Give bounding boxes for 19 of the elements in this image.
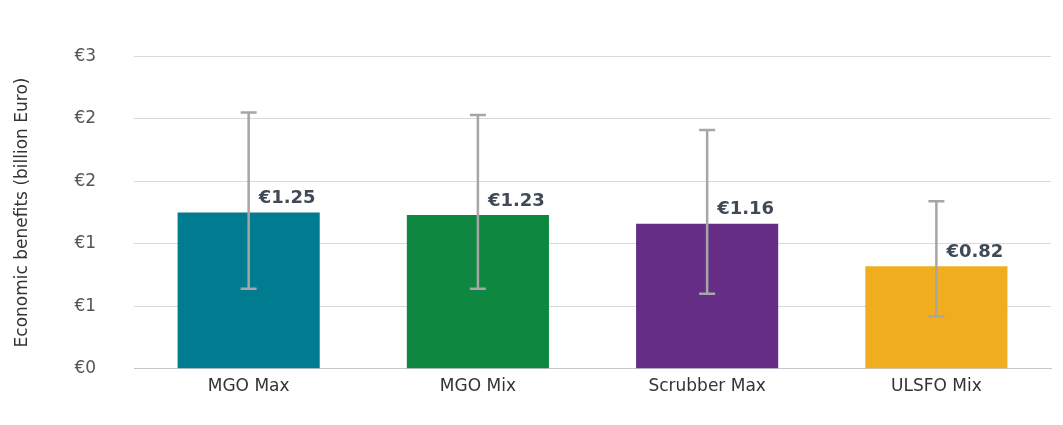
bar bbox=[865, 266, 1008, 369]
y-tick-label: €1 bbox=[74, 294, 97, 315]
y-tick-label: €1 bbox=[74, 232, 97, 253]
y-tick-label: €2 bbox=[74, 107, 97, 128]
data-label: €1.23 bbox=[486, 188, 545, 210]
x-tick-label: MGO Mix bbox=[439, 375, 516, 396]
x-tick-label: ULSFO Mix bbox=[891, 375, 982, 396]
x-tick-label: Scrubber Max bbox=[648, 375, 766, 396]
y-tick-label: €0 bbox=[74, 357, 97, 378]
bar bbox=[406, 215, 549, 369]
data-label: €1.16 bbox=[716, 197, 775, 219]
bar bbox=[177, 212, 320, 369]
data-label: €0.82 bbox=[945, 239, 1004, 261]
y-tick-label: €3 bbox=[74, 44, 97, 65]
y-axis-title: Economic benefits (billion Euro) bbox=[10, 77, 31, 348]
bar bbox=[636, 223, 779, 369]
x-tick-label: MGO Max bbox=[207, 375, 290, 396]
data-label: €1.25 bbox=[257, 186, 316, 208]
y-tick-label: €2 bbox=[74, 169, 97, 190]
